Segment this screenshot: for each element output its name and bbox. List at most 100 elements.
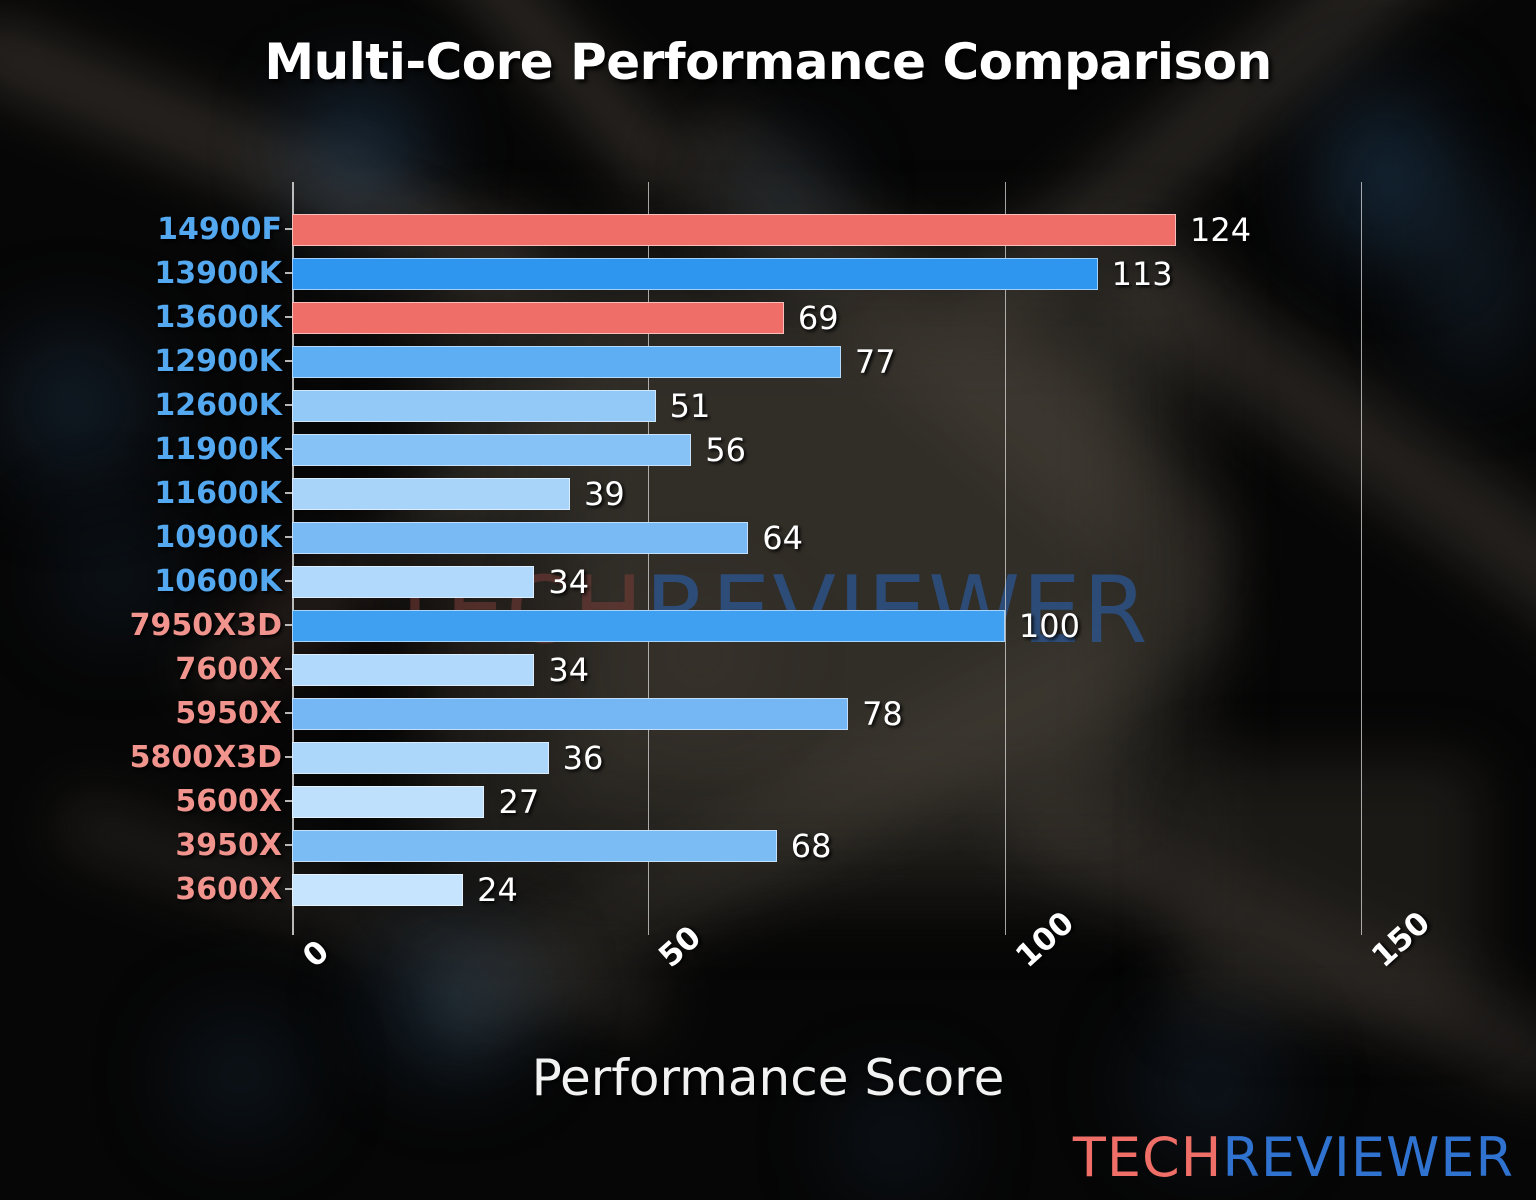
bar-category-label: 7600X (175, 652, 282, 687)
y-axis-tick (285, 712, 292, 714)
x-axis-label: Performance Score (531, 1049, 1005, 1107)
y-axis-tick (285, 228, 292, 230)
bar[interactable] (292, 258, 1098, 290)
bar-value-label: 69 (797, 299, 839, 337)
bar[interactable] (292, 654, 535, 686)
bar[interactable] (292, 478, 571, 510)
bar-value-label: 24 (477, 871, 518, 909)
background-blob (380, 930, 530, 1070)
bar[interactable] (292, 830, 777, 862)
bar-value-label: 34 (548, 563, 590, 601)
bar-value-label: 27 (498, 783, 540, 821)
table-row: 11900K 56 (154, 428, 1397, 472)
y-axis-tick (285, 888, 292, 890)
bar[interactable] (292, 214, 1176, 246)
plot-area: 14900F 124 13900K 113 13600K 69 12900K 77 12600K… (130, 182, 1397, 935)
y-axis-tick (285, 580, 292, 582)
table-row: 13600K 69 (154, 296, 1397, 340)
table-row: 11600K 39 (154, 472, 1397, 516)
y-axis-tick (285, 844, 292, 846)
bar-category-label: 5800X3D (129, 740, 282, 775)
y-axis-tick (285, 360, 292, 362)
table-row: 13900K 113 (154, 252, 1397, 296)
bar[interactable] (292, 786, 485, 818)
bar-value-label: 34 (548, 651, 590, 689)
table-row: 7950X3D 100 (130, 604, 1397, 648)
table-row: 14900F 124 (157, 208, 1397, 252)
bar[interactable] (292, 390, 656, 422)
bar[interactable] (292, 874, 464, 906)
logo-tech: TECH (1072, 1126, 1223, 1189)
table-row: 12600K 51 (154, 384, 1397, 428)
bar-category-label: 13600K (154, 300, 282, 335)
table-row: 12900K 77 (154, 340, 1397, 384)
bar-category-label: 14900F (157, 212, 282, 247)
y-axis-tick (285, 800, 292, 802)
background-blob (1430, 180, 1520, 380)
bar[interactable] (292, 610, 1005, 642)
background-blob (60, 520, 170, 630)
table-row: 10600K 34 (154, 560, 1397, 604)
y-axis-tick (285, 536, 292, 538)
bar-value-label: 78 (862, 695, 903, 733)
bar-category-label: 12600K (154, 388, 282, 423)
y-axis-tick (285, 272, 292, 274)
table-row: 5950X 78 (175, 692, 1397, 736)
bar-value-label: 51 (669, 387, 711, 425)
background-blob (300, 90, 420, 210)
table-row: 7600X 34 (175, 648, 1397, 692)
bar[interactable] (292, 302, 784, 334)
table-row: 3600X 24 (175, 868, 1397, 912)
table-row: 10900K 64 (154, 516, 1397, 560)
bar[interactable] (292, 434, 692, 466)
background-chip (1180, 760, 1480, 1020)
y-axis-tick (285, 404, 292, 406)
bar-category-label: 10900K (154, 520, 282, 555)
y-axis-tick (285, 668, 292, 670)
bar-value-label: 100 (1018, 607, 1080, 645)
bar-value-label: 64 (762, 519, 803, 557)
logo-reviewer: REVIEWER (1222, 1126, 1514, 1189)
bar[interactable] (292, 566, 535, 598)
techreviewer-logo: TECHREVIEWER (1073, 1126, 1514, 1189)
background-blob (1140, 1020, 1280, 1150)
table-row: 5800X3D 36 (130, 736, 1397, 780)
bar[interactable] (292, 346, 841, 378)
bar-category-label: 3950X (175, 828, 282, 863)
table-row: 3950X 68 (175, 824, 1397, 868)
bar-value-label: 39 (584, 475, 625, 513)
bar-value-label: 56 (705, 431, 746, 469)
bar-category-label: 13900K (154, 256, 282, 291)
bar-category-label: 3600X (175, 872, 282, 907)
bar[interactable] (292, 742, 549, 774)
chart-title: Multi-Core Performance Comparison (264, 33, 1272, 91)
bar-value-label: 113 (1111, 255, 1173, 293)
y-axis-tick (285, 316, 292, 318)
bar-category-label: 12900K (154, 344, 282, 379)
bar[interactable] (292, 698, 849, 730)
bar-value-label: 68 (790, 827, 832, 865)
y-axis-tick (285, 624, 292, 626)
y-axis-tick (285, 492, 292, 494)
table-row: 5600X 27 (175, 780, 1397, 824)
bar-category-label: 7950X3D (129, 608, 282, 643)
y-axis-spine (292, 182, 294, 935)
background-blob (0, 330, 150, 480)
bar-category-label: 10600K (154, 564, 282, 599)
bar-category-label: 11600K (154, 476, 282, 511)
bar-category-label: 11900K (154, 432, 282, 467)
gridline-150 (1361, 182, 1363, 935)
background-blob (180, 1020, 300, 1130)
bar-value-label: 77 (854, 343, 896, 381)
background-blob (1330, 100, 1440, 250)
bar-category-label: 5600X (175, 784, 282, 819)
bar-value-label: 124 (1190, 211, 1252, 249)
bar[interactable] (292, 522, 749, 554)
y-axis-tick (285, 448, 292, 450)
bar-value-label: 36 (562, 739, 604, 777)
bar-category-label: 5950X (175, 696, 282, 731)
y-axis-tick (285, 756, 292, 758)
gridline-50 (648, 182, 650, 935)
gridline-100 (1004, 182, 1006, 935)
